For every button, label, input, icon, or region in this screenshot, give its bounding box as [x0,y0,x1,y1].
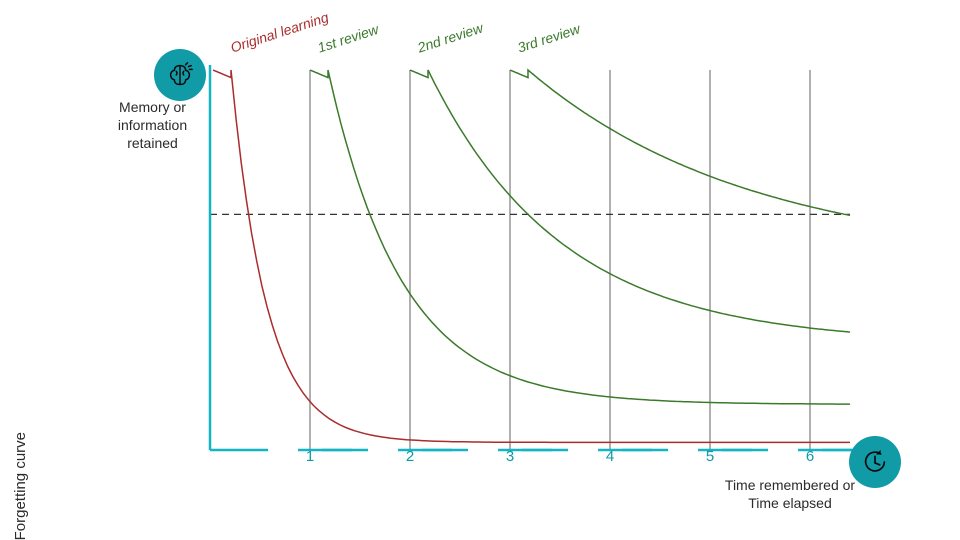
x-tick: 3 [506,448,514,465]
clock-refresh-icon [849,436,901,488]
x-tick: 4 [606,448,614,465]
x-tick: 2 [406,448,414,465]
forgetting-curve-figure: { "title_side": "Forgetting curve", "y_a… [0,0,960,540]
x-tick: 1 [306,448,314,465]
plot-area [0,0,960,540]
x-tick: 6 [806,448,814,465]
brain-icon [154,49,206,101]
x-tick: 5 [706,448,714,465]
